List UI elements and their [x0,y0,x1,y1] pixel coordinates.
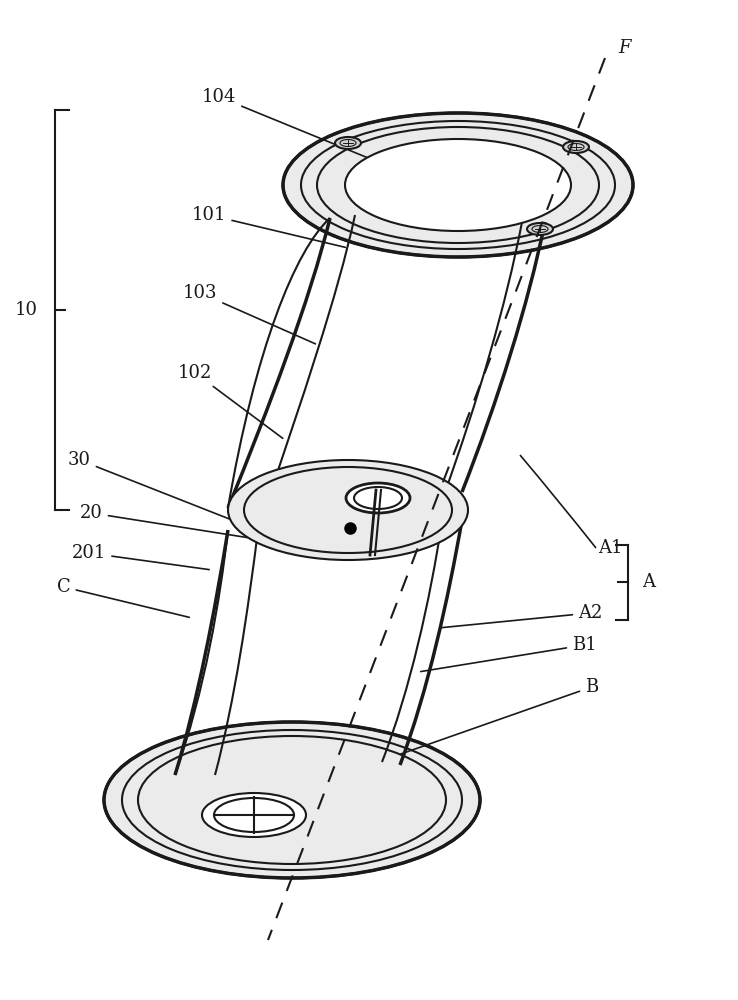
Ellipse shape [346,483,410,513]
Text: 10: 10 [15,301,38,319]
Ellipse shape [345,139,571,231]
Ellipse shape [283,113,633,257]
Ellipse shape [563,141,589,153]
Text: 101: 101 [192,206,345,247]
Text: F: F [618,39,630,57]
Text: 201: 201 [72,544,210,570]
Ellipse shape [335,137,361,149]
Text: B1: B1 [421,636,597,672]
Text: A1: A1 [598,539,622,557]
Text: A: A [642,573,655,591]
Text: 104: 104 [202,88,376,161]
Text: B: B [401,678,599,754]
Ellipse shape [104,722,480,878]
Text: 102: 102 [178,364,283,438]
Text: A2: A2 [441,604,602,628]
Ellipse shape [202,793,306,837]
Text: 30: 30 [68,451,230,519]
Ellipse shape [228,460,468,560]
Ellipse shape [527,223,553,235]
Text: 103: 103 [183,284,315,344]
Text: C: C [57,578,190,617]
Text: 20: 20 [80,504,247,538]
